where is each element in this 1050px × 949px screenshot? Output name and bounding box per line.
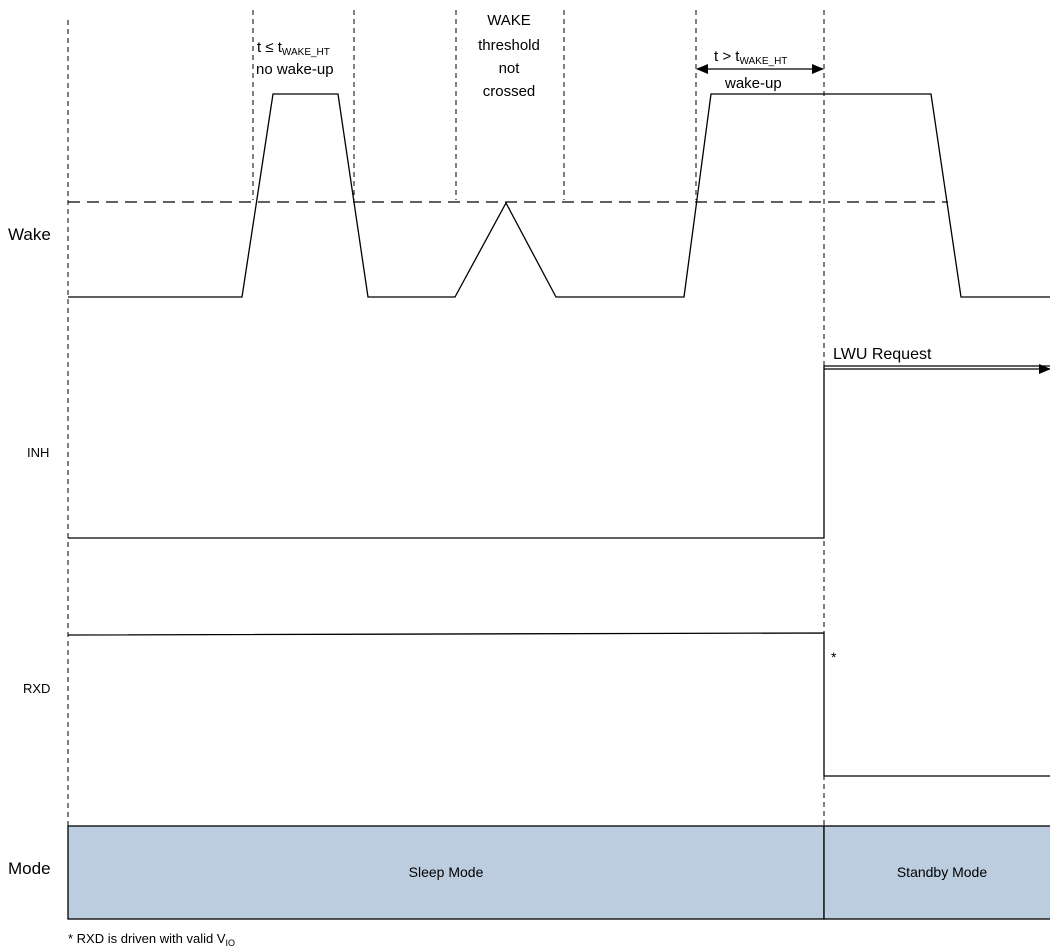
rxd-asterisk: *: [831, 649, 837, 665]
sleep-mode-label: Sleep Mode: [409, 864, 484, 880]
inh-waveform: [68, 365, 1050, 539]
footnote: * RXD is driven with valid VIO: [68, 931, 235, 948]
wake-waveform: [68, 93, 1050, 298]
pulse2-line1: WAKE: [487, 12, 531, 29]
sleep-mode-box: [67, 825, 825, 920]
signal-label-rxd: RXD: [23, 681, 50, 696]
pulse3-condition: t > tWAKE_HT: [714, 48, 787, 67]
standby-mode-box: [823, 825, 1050, 920]
pulse2-line4: crossed: [483, 83, 536, 100]
signal-label-inh: INH: [27, 445, 49, 460]
signal-label-wake: Wake: [8, 225, 51, 244]
pulse1-condition: t ≤ tWAKE_HT: [257, 39, 330, 58]
pulse3-result: wake-up: [724, 75, 782, 92]
standby-mode-label: Standby Mode: [897, 864, 987, 880]
signal-label-mode: Mode: [8, 859, 51, 878]
pulse2-line3: not: [499, 60, 521, 77]
rxd-waveform: [67, 632, 1050, 777]
mode-bar: [67, 825, 1050, 920]
lwu-request-label: LWU Request: [833, 346, 932, 363]
vertical-guides: [67, 10, 825, 826]
pulse2-line2: threshold: [478, 37, 540, 54]
pulse1-result: no wake-up: [256, 61, 334, 78]
